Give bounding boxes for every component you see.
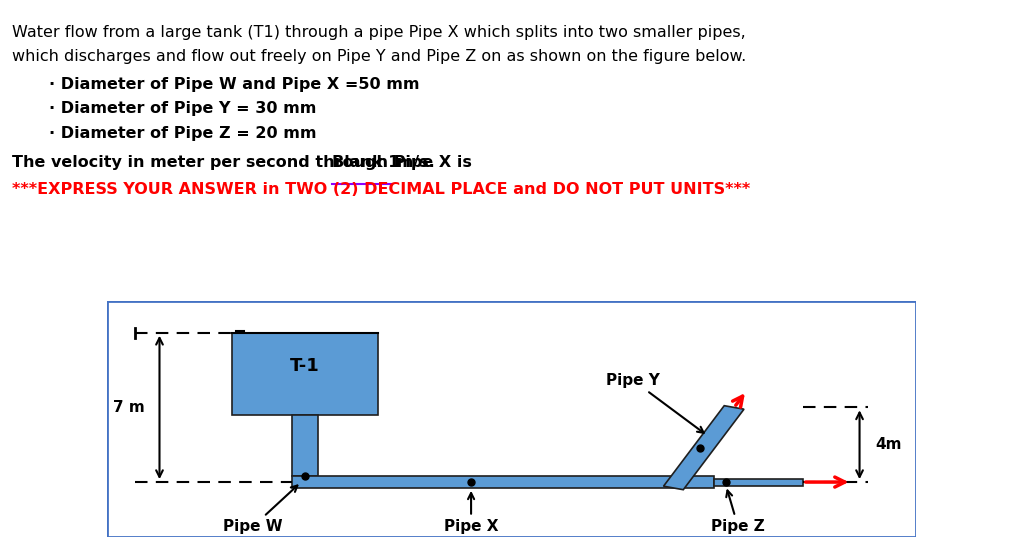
Text: T-1: T-1 [290,357,320,375]
Polygon shape [664,406,744,490]
Text: · Diameter of Pipe W and Pipe X =50 mm: · Diameter of Pipe W and Pipe X =50 mm [49,77,419,92]
Text: ...: ... [949,184,969,202]
Text: 4m: 4m [875,437,902,452]
Text: Pipe Y: Pipe Y [606,373,703,433]
Text: · Diameter of Pipe Z = 20 mm: · Diameter of Pipe Z = 20 mm [49,126,317,141]
Text: Water flow from a large tank (T1) through a pipe Pipe X which splits into two sm: Water flow from a large tank (T1) throug… [12,25,746,39]
Text: ***EXPRESS YOUR ANSWER in TWO (2) DECIMAL PLACE and DO NOT PUT UNITS***: ***EXPRESS YOUR ANSWER in TWO (2) DECIMA… [12,182,750,197]
Bar [292,415,318,476]
Text: Blank 1: Blank 1 [332,155,399,169]
Text: which discharges and flow out freely on Pipe Y and Pipe Z on as shown on the fig: which discharges and flow out freely on … [12,49,746,64]
Bar [292,476,714,488]
Text: The velocity in meter per second through Pipe X is: The velocity in meter per second through… [12,155,477,169]
Text: · Diameter of Pipe Y = 30 mm: · Diameter of Pipe Y = 30 mm [49,101,317,116]
Text: m/s.: m/s. [391,155,435,169]
Bar [714,478,803,486]
Bar [232,333,378,415]
Text: Pipe Z: Pipe Z [712,490,765,534]
Text: Pipe W: Pipe W [223,486,297,534]
Text: Pipe X: Pipe X [444,493,499,534]
Text: 7 m: 7 m [113,400,145,415]
